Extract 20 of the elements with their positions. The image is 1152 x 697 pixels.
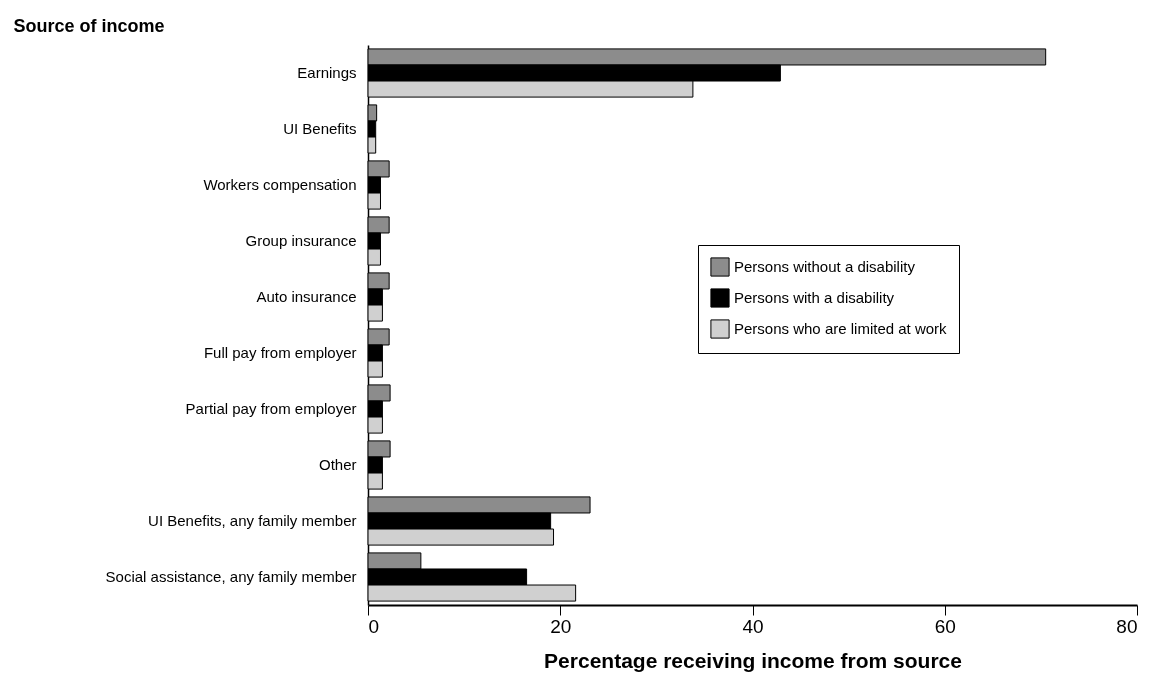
x-tick-label: 0	[368, 615, 380, 637]
legend-label: Persons with a disability	[734, 289, 895, 306]
x-tick-label: 80	[1116, 615, 1138, 637]
y-tick-label: UI Benefits, any family member	[148, 512, 357, 529]
y-axis-title: Source of income	[13, 15, 165, 36]
y-tick-label: Social assistance, any family member	[105, 568, 357, 585]
x-tick-label: 60	[934, 615, 956, 637]
y-tick-label: Workers compensation	[203, 176, 357, 193]
y-tick-label: UI Benefits	[283, 120, 357, 137]
y-tick-label: Group insurance	[245, 232, 357, 249]
y-tick-label: Full pay from employer	[203, 344, 357, 361]
x-axis-title: Percentage receiving income from source	[544, 648, 962, 672]
x-tick-label: 20	[550, 615, 572, 637]
legend-label: Persons without a disability	[734, 258, 916, 275]
y-tick-label: Other	[318, 456, 357, 473]
x-tick-label: 40	[742, 615, 764, 637]
legend-label: Persons who are limited at work	[734, 320, 948, 337]
y-tick-label: Earnings	[297, 64, 357, 81]
y-tick-label: Auto insurance	[256, 288, 357, 305]
y-tick-label: Partial pay from employer	[185, 400, 357, 417]
